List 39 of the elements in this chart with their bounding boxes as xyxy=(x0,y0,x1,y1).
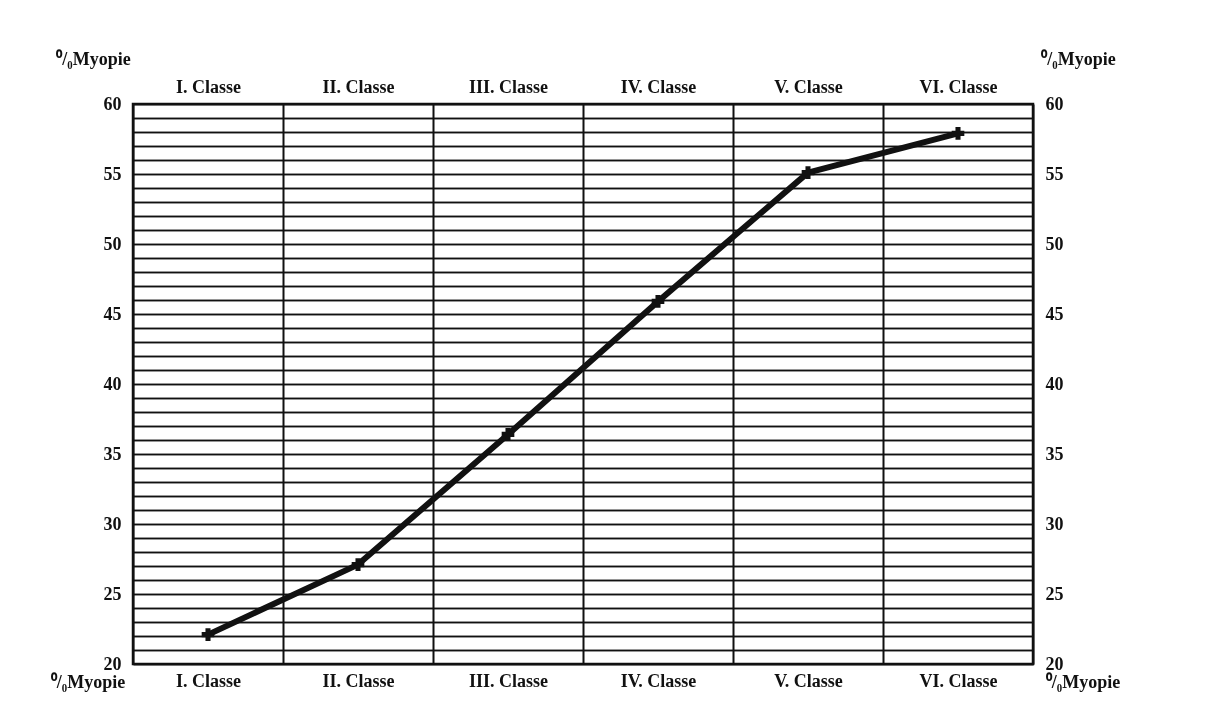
text: ⁰/₀Myopie xyxy=(1045,672,1121,692)
point xyxy=(351,558,365,571)
y2-axis-title: ⁰/₀Myopie xyxy=(1041,48,1116,69)
category-label: IV. Classe xyxy=(620,76,697,97)
y-tick-label: 60 xyxy=(103,93,122,114)
point xyxy=(201,628,215,641)
point xyxy=(651,295,665,308)
category-label: V. Classe xyxy=(774,76,843,97)
y2-tick-label: 30 xyxy=(1045,513,1064,534)
x-tick-label: III. Classe xyxy=(468,670,549,691)
y-tick-label: 40 xyxy=(103,373,122,394)
category-label: VI. Classe xyxy=(919,76,998,97)
y2-tick-label: 50 xyxy=(1045,233,1064,254)
category-label: I. Classe xyxy=(175,76,242,97)
point xyxy=(501,428,515,441)
text: ⁰/₀Myopie xyxy=(50,672,126,692)
y-tick-label: 30 xyxy=(103,513,122,534)
y-tick-label: 20 xyxy=(103,653,122,674)
y-tick-label: 25 xyxy=(103,583,122,604)
y-tick-label: 35 xyxy=(103,443,122,464)
y2-tick-label: 25 xyxy=(1045,583,1064,604)
y2-tick-label: 35 xyxy=(1045,443,1064,464)
point xyxy=(801,166,815,179)
y-axis-title: ⁰/₀Myopie xyxy=(56,48,131,69)
y2-tick-label: 45 xyxy=(1045,303,1064,324)
x-tick-label: V. Classe xyxy=(774,670,843,691)
point xyxy=(951,127,965,140)
category-label: III. Classe xyxy=(468,76,549,97)
y2-tick-label: 55 xyxy=(1045,163,1064,184)
y-tick-label: 45 xyxy=(103,303,122,324)
x-tick-label: IV. Classe xyxy=(620,670,697,691)
x-tick-label: II. Classe xyxy=(322,670,395,691)
y2-tick-label: 60 xyxy=(1045,93,1064,114)
y2-tick-label: 40 xyxy=(1045,373,1064,394)
x-tick-label: VI. Classe xyxy=(919,670,998,691)
category-label: II. Classe xyxy=(322,76,395,97)
y-tick-label: 55 xyxy=(103,163,122,184)
x-tick-label: I. Classe xyxy=(175,670,242,691)
y-tick-label: 50 xyxy=(103,233,122,254)
